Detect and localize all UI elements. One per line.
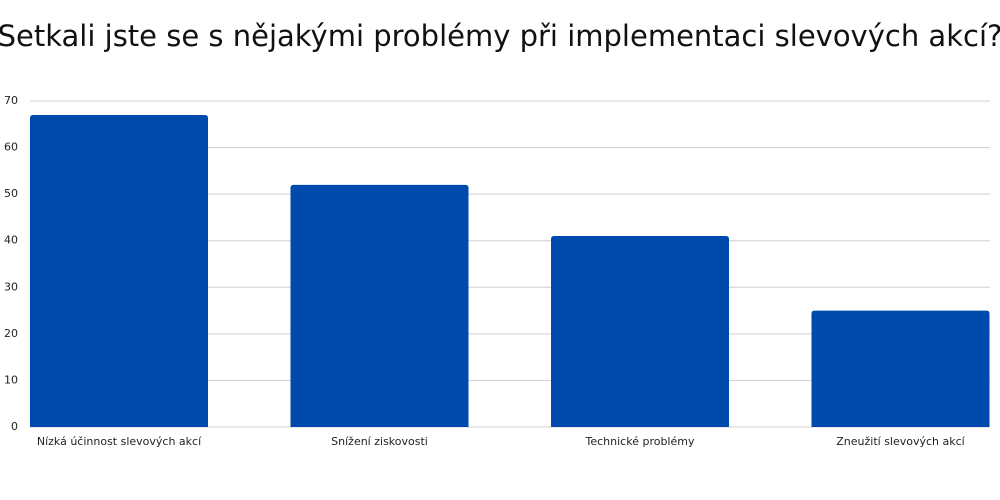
y-tick-label: 60	[4, 141, 18, 154]
bar	[551, 236, 729, 427]
y-tick-label: 30	[4, 280, 18, 293]
y-tick-label: 40	[4, 234, 18, 247]
x-tick-label: Technické problémy	[585, 435, 695, 448]
bar	[290, 184, 469, 427]
x-tick-label: Nízká účinnost slevových akcí	[37, 435, 202, 448]
chart-title: Setkali jste se s nějakými problémy při …	[0, 19, 1000, 53]
y-tick-label: 50	[4, 187, 18, 200]
y-tick-label: 10	[4, 373, 18, 386]
y-tick-label: 70	[4, 94, 18, 107]
x-tick-label: Snížení ziskovosti	[331, 435, 428, 448]
bar	[811, 310, 990, 427]
x-tick-label: Zneužití slevových akcí	[836, 435, 965, 448]
bar	[30, 114, 208, 427]
y-tick-label: 0	[11, 420, 18, 433]
y-tick-label: 20	[4, 327, 18, 340]
